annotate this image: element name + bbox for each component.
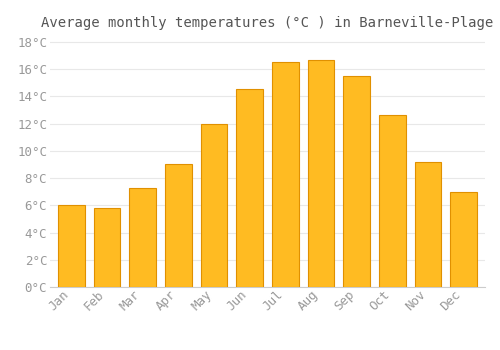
Bar bbox=[308, 60, 334, 287]
Bar bbox=[414, 162, 442, 287]
Bar bbox=[272, 62, 298, 287]
Bar bbox=[379, 116, 406, 287]
Bar bbox=[165, 164, 192, 287]
Title: Average monthly temperatures (°C ) in Barneville-Plage: Average monthly temperatures (°C ) in Ba… bbox=[42, 16, 494, 30]
Bar bbox=[344, 76, 370, 287]
Bar bbox=[94, 208, 120, 287]
Bar bbox=[450, 192, 477, 287]
Bar bbox=[130, 188, 156, 287]
Bar bbox=[236, 90, 263, 287]
Bar bbox=[200, 124, 228, 287]
Bar bbox=[58, 205, 85, 287]
